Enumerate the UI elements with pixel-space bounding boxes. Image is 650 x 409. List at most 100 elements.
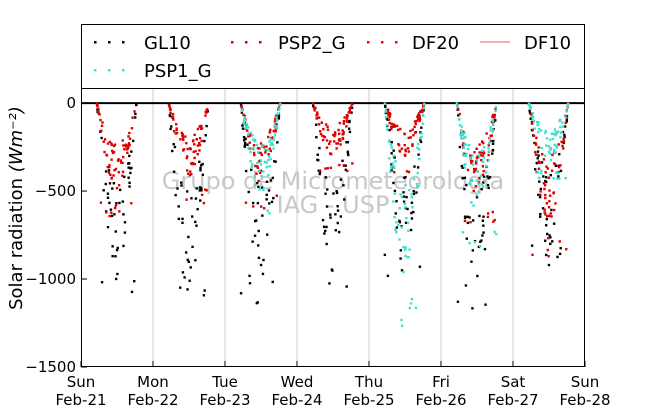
- data-point: [128, 143, 131, 147]
- data-point: [487, 142, 491, 145]
- data-point: [256, 147, 260, 150]
- data-point: [404, 221, 408, 224]
- data-point: [472, 204, 475, 207]
- data-point: [193, 133, 196, 137]
- data-point: [414, 130, 418, 134]
- data-point: [187, 235, 190, 239]
- data-point: [241, 108, 244, 111]
- data-point: [344, 168, 348, 172]
- data-point: [320, 121, 323, 124]
- data-point: [265, 180, 269, 183]
- data-point: [396, 128, 400, 132]
- data-point: [117, 171, 120, 174]
- data-point: [338, 121, 342, 125]
- data-point: [253, 153, 256, 157]
- data-point: [262, 207, 266, 210]
- data-point: [168, 107, 172, 110]
- data-point: [132, 139, 135, 143]
- data-point: [387, 113, 390, 117]
- data-point: [468, 216, 471, 219]
- data-point: [243, 137, 247, 141]
- data-point: [536, 123, 540, 127]
- data-point: [323, 232, 326, 235]
- data-point: [116, 159, 120, 162]
- data-point: [482, 179, 486, 182]
- data-point: [349, 105, 353, 109]
- data-point: [386, 108, 390, 111]
- data-point: [558, 152, 561, 156]
- data-point: [481, 219, 485, 222]
- data-point: [252, 144, 256, 147]
- data-point: [263, 147, 267, 151]
- watermark-line-1: Grupo de Micrometeorologia: [162, 167, 504, 195]
- data-point: [181, 217, 184, 221]
- data-point: [458, 112, 461, 116]
- data-point: [538, 195, 542, 199]
- data-point: [412, 210, 415, 214]
- data-point: [540, 146, 543, 150]
- data-point: [260, 186, 264, 189]
- data-point: [423, 103, 426, 106]
- data-point: [455, 104, 459, 108]
- data-point: [415, 119, 418, 123]
- data-point: [348, 109, 352, 113]
- data-point: [469, 154, 472, 157]
- data-point: [124, 143, 127, 146]
- data-point: [243, 139, 246, 142]
- data-point: [183, 276, 186, 279]
- data-point: [390, 146, 393, 149]
- data-point: [548, 234, 551, 237]
- data-point: [276, 141, 279, 144]
- data-point: [560, 140, 563, 144]
- data-point: [186, 288, 189, 291]
- data-point: [342, 132, 345, 136]
- data-point: [482, 231, 485, 234]
- data-point: [346, 140, 350, 144]
- data-point: [493, 218, 496, 222]
- data-point: [325, 139, 329, 142]
- data-point: [117, 158, 120, 161]
- data-point: [195, 224, 198, 227]
- data-point: [471, 163, 475, 166]
- data-point: [322, 135, 326, 138]
- data-point: [409, 129, 412, 133]
- data-point: [535, 136, 538, 140]
- data-point: [194, 150, 197, 153]
- data-point: [269, 149, 273, 153]
- data-point: [325, 146, 329, 149]
- data-point: [198, 149, 201, 152]
- data-point: [274, 130, 277, 133]
- data-point: [407, 150, 411, 153]
- data-point: [558, 252, 562, 256]
- data-point: [385, 124, 389, 127]
- data-point: [489, 139, 493, 143]
- data-point: [408, 306, 411, 310]
- data-point: [476, 274, 479, 278]
- data-point: [316, 113, 319, 116]
- data-point: [399, 193, 402, 196]
- data-point: [247, 135, 250, 138]
- data-point: [550, 215, 553, 218]
- data-point: [539, 193, 542, 197]
- data-point: [556, 172, 560, 175]
- data-point: [545, 232, 549, 236]
- data-point: [105, 153, 108, 157]
- data-point: [557, 165, 561, 169]
- data-point: [105, 211, 108, 214]
- data-point: [184, 135, 187, 138]
- data-point: [481, 173, 485, 177]
- data-point: [487, 150, 491, 153]
- data-point: [487, 147, 490, 150]
- data-point: [403, 143, 406, 147]
- data-point: [106, 142, 110, 145]
- data-point: [546, 167, 550, 170]
- data-point: [194, 220, 197, 224]
- data-point: [402, 191, 405, 194]
- data-point: [337, 128, 340, 132]
- legend-swatch: [395, 41, 398, 44]
- data-point: [530, 244, 534, 247]
- data-point: [407, 136, 410, 140]
- data-point: [194, 259, 197, 262]
- data-point: [189, 266, 192, 269]
- data-point: [102, 140, 105, 143]
